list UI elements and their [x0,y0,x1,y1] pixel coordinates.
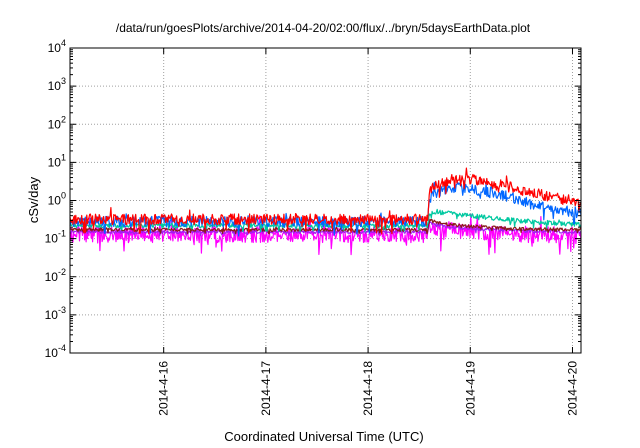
x-tick-label: 2014-4-17 [259,361,273,416]
x-tick-label: 2014-4-16 [157,361,171,416]
series-layer [69,167,582,256]
x-tick-label: 2014-4-20 [565,361,579,416]
series-red [69,167,582,235]
y-tick-label: 10-4 [45,343,66,360]
x-axis: 2014-4-16 2014-4-17 2014-4-18 2014-4-19 2014… [157,48,579,416]
x-tick-label: 2014-4-19 [463,361,477,416]
grid [70,48,581,353]
y-tick-label: 101 [48,152,66,169]
x-tick-label: 2014-4-18 [361,361,375,416]
y-tick-label: 10-3 [45,305,66,322]
series-brown [70,218,582,235]
x-axis-label: Coordinated Universal Time (UTC) [224,429,423,444]
y-tick-label: 100 [48,191,66,208]
y-tick-label: 103 [48,76,66,93]
y-axis: 10-4 10-3 10-2 10-1 100 101 102 103 104 [45,38,581,360]
chart-title: /data/run/goesPlots/archive/2014-04-20/0… [116,21,531,35]
y-axis-label: cSv/day [26,176,41,223]
y-tick-label: 102 [48,114,66,131]
series-teal [69,208,582,233]
y-tick-label: 10-2 [45,267,66,284]
y-tick-label: 10-1 [45,229,66,246]
y-tick-label: 104 [48,38,66,55]
series-purple [69,221,582,237]
